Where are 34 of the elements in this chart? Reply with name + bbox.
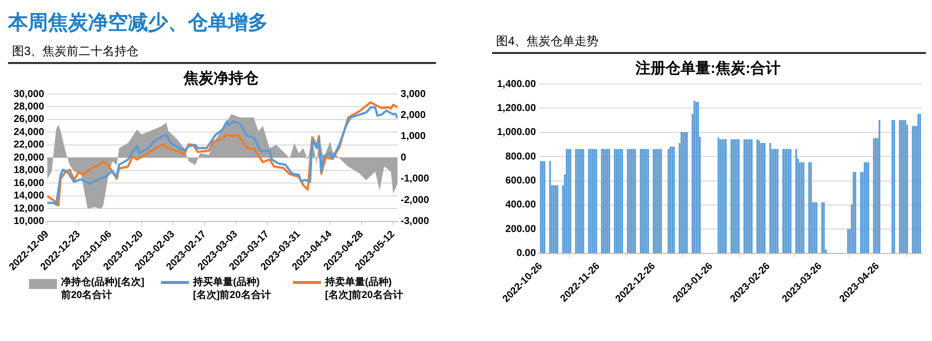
caption: 图3、焦炭前二十名持仓 bbox=[8, 40, 436, 64]
y-tick-label: 28,000 bbox=[14, 101, 45, 112]
y-tick-label: 14,000 bbox=[14, 190, 45, 202]
y-tick-label: 0.00 bbox=[516, 248, 536, 260]
y-tick-label: 22,000 bbox=[14, 140, 45, 151]
legend-label: 净持仓(品种)[名次]前20名合计 bbox=[61, 276, 146, 302]
y-tick-label: 1,400.00 bbox=[496, 78, 536, 90]
y-tick-label: 24,000 bbox=[14, 126, 45, 138]
y2-tick-label: 0 bbox=[400, 152, 407, 164]
text: 本周焦炭净空减少、仓单增多 bbox=[8, 10, 269, 36]
y-tick-label: 1,000.00 bbox=[496, 127, 536, 138]
y-tick-label: 1,200.00 bbox=[496, 102, 536, 114]
chart-title: 焦炭净持仓 bbox=[182, 70, 260, 88]
legend-label: 持买单量(品种)[名次]前20名合计 bbox=[193, 276, 272, 302]
y2-tick-label: 2,000 bbox=[400, 110, 426, 121]
y-tick-label: 600.00 bbox=[505, 176, 536, 187]
y2-tick-label: -2,000 bbox=[400, 194, 430, 206]
legend-label: 持卖单量(品种)[名次]前20名合计 bbox=[325, 276, 404, 302]
y-tick-label: 30,000 bbox=[14, 88, 45, 100]
y-tick-label: 200.00 bbox=[505, 224, 536, 235]
y-tick-label: 400.00 bbox=[505, 200, 536, 211]
y2-tick-label: -1,000 bbox=[400, 174, 430, 185]
y2-tick-label: 3,000 bbox=[400, 88, 426, 100]
y-tick-label: 800.00 bbox=[505, 151, 536, 162]
y-tick-label: 20,000 bbox=[14, 152, 45, 164]
chart-title: 注册仓单量:焦炭:合计 bbox=[634, 59, 780, 78]
y2-tick-label: -3,000 bbox=[400, 216, 430, 228]
y2-tick-label: 1,000 bbox=[400, 131, 426, 142]
y-tick-label: 18,000 bbox=[14, 165, 45, 176]
y-tick-label: 16,000 bbox=[14, 178, 45, 189]
y-tick-label: 26,000 bbox=[14, 114, 45, 126]
y-tick-label: 12,000 bbox=[14, 203, 45, 214]
y-tick-label: 10,000 bbox=[14, 216, 45, 228]
caption: 图4、焦炭仓单走势 bbox=[492, 30, 926, 54]
